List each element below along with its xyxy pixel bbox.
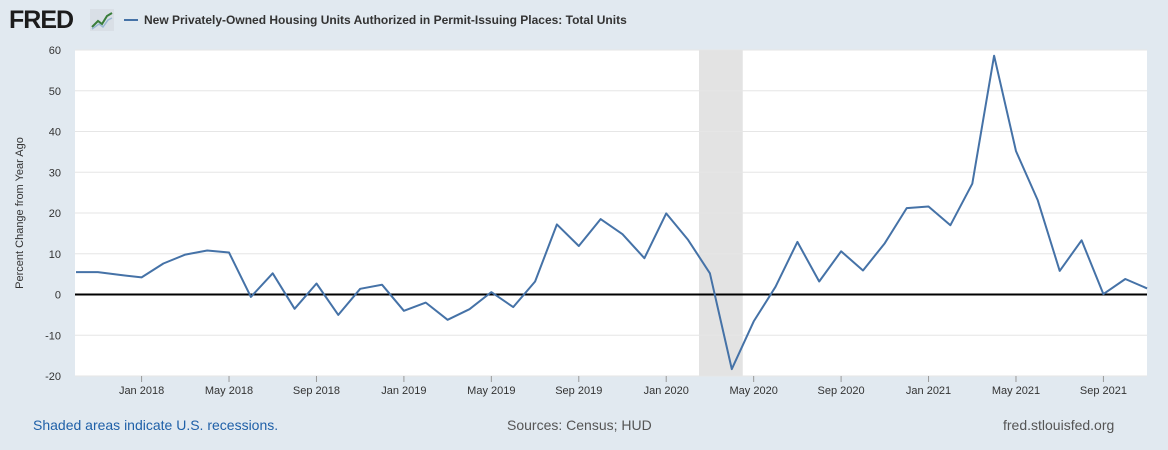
y-tick-label: 60 xyxy=(49,45,61,57)
data-point[interactable] xyxy=(707,271,712,276)
sources-text: Sources: Census; HUD xyxy=(507,417,652,433)
recession-note-link[interactable]: Shaded areas indicate U.S. recessions. xyxy=(33,417,279,433)
data-point[interactable] xyxy=(336,312,341,317)
data-point[interactable] xyxy=(445,317,450,322)
data-point[interactable] xyxy=(1123,277,1128,282)
x-tick-label: May 2021 xyxy=(992,385,1040,397)
y-axis-title: Percent Change from Year Ago xyxy=(14,137,26,289)
data-point[interactable] xyxy=(1079,238,1084,243)
data-point[interactable] xyxy=(686,237,691,242)
y-tick-label: 50 xyxy=(49,86,61,98)
data-point[interactable] xyxy=(95,270,100,275)
fred-logo[interactable]: FRED xyxy=(9,6,74,34)
x-axis: Jan 2018 May 2018 Sep 2018 Jan 2019 May 2019… xyxy=(119,376,1127,397)
legend-series-title[interactable]: New Privately-Owned Housing Units Author… xyxy=(144,13,627,27)
data-point[interactable] xyxy=(1145,286,1150,291)
data-point[interactable] xyxy=(1035,198,1040,203)
data-point[interactable] xyxy=(970,181,975,186)
y-tick-label: 30 xyxy=(49,167,61,179)
data-point[interactable] xyxy=(926,204,931,209)
data-point[interactable] xyxy=(489,290,494,295)
data-point[interactable] xyxy=(161,261,166,266)
y-tick-label: 40 xyxy=(49,127,61,139)
data-point[interactable] xyxy=(817,279,822,284)
data-point[interactable] xyxy=(533,279,538,284)
site-link[interactable]: fred.stlouisfed.org xyxy=(1003,417,1115,433)
data-point[interactable] xyxy=(401,308,406,313)
x-tick-label: Jan 2021 xyxy=(906,385,951,397)
chart-header: FRED New Privately-Owned Housing Units A… xyxy=(0,0,1168,40)
data-point[interactable] xyxy=(227,250,232,255)
y-tick-label: 10 xyxy=(49,249,61,261)
data-point[interactable] xyxy=(1101,292,1106,297)
grid-layer xyxy=(75,49,1147,377)
data-point[interactable] xyxy=(642,256,647,261)
x-tick-label: May 2018 xyxy=(205,385,253,397)
data-point[interactable] xyxy=(839,249,844,254)
series-layer[interactable] xyxy=(74,53,1150,371)
data-point[interactable] xyxy=(882,241,887,246)
x-tick-label: Sep 2020 xyxy=(818,385,865,397)
data-point[interactable] xyxy=(1057,268,1062,273)
data-point[interactable] xyxy=(314,281,319,286)
data-point[interactable] xyxy=(74,270,79,275)
data-point[interactable] xyxy=(729,367,734,372)
y-tick-label: -10 xyxy=(45,330,61,342)
data-point[interactable] xyxy=(380,282,385,287)
fred-trend-icon xyxy=(90,9,114,31)
line-chart[interactable]: 60 50 40 30 20 10 0 -10 -20 Jan 2018 May 2018 Sep … xyxy=(0,40,1168,410)
data-point[interactable] xyxy=(861,268,866,273)
data-point[interactable] xyxy=(664,211,669,216)
data-point[interactable] xyxy=(423,300,428,305)
y-axis: 60 50 40 30 20 10 0 -10 -20 xyxy=(45,45,61,383)
x-tick-label: Sep 2021 xyxy=(1080,385,1127,397)
x-tick-label: Jan 2020 xyxy=(644,385,689,397)
data-point[interactable] xyxy=(467,307,472,312)
data-point[interactable] xyxy=(795,239,800,244)
data-point[interactable] xyxy=(511,305,516,310)
data-point[interactable] xyxy=(773,284,778,289)
data-point[interactable] xyxy=(358,286,363,291)
x-tick-label: May 2020 xyxy=(730,385,778,397)
data-point[interactable] xyxy=(270,271,275,276)
y-tick-label: 20 xyxy=(49,208,61,220)
x-tick-label: Jan 2019 xyxy=(381,385,426,397)
series-line[interactable] xyxy=(76,54,1148,371)
data-point[interactable] xyxy=(904,206,909,211)
x-tick-label: May 2019 xyxy=(467,385,515,397)
x-tick-label: Jan 2018 xyxy=(119,385,164,397)
data-point[interactable] xyxy=(205,248,210,253)
data-point[interactable] xyxy=(183,252,188,257)
data-point[interactable] xyxy=(751,319,756,324)
data-point[interactable] xyxy=(117,272,122,277)
data-point[interactable] xyxy=(598,217,603,222)
chart-legend[interactable]: New Privately-Owned Housing Units Author… xyxy=(124,12,627,28)
data-point[interactable] xyxy=(292,306,297,311)
x-tick-label: Sep 2018 xyxy=(293,385,340,397)
data-point[interactable] xyxy=(576,244,581,249)
y-tick-label: -20 xyxy=(45,371,61,383)
x-tick-label: Sep 2019 xyxy=(555,385,602,397)
data-point[interactable] xyxy=(248,294,253,299)
data-point[interactable] xyxy=(554,222,559,227)
legend-swatch xyxy=(124,19,138,21)
data-point[interactable] xyxy=(992,53,997,58)
data-point[interactable] xyxy=(1014,149,1019,154)
data-point[interactable] xyxy=(948,223,953,228)
data-point[interactable] xyxy=(139,275,144,280)
y-tick-label: 0 xyxy=(55,290,61,302)
data-point[interactable] xyxy=(620,232,625,237)
